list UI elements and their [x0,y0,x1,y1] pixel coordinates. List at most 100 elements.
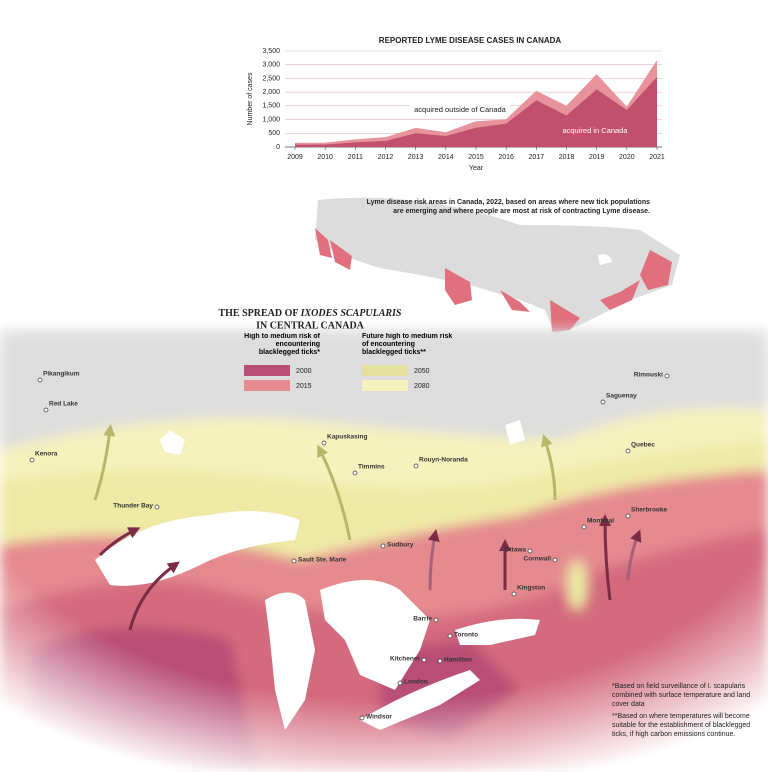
y-tick-label: 2,000 [262,89,280,96]
x-tick-label: 2014 [438,154,454,161]
city-label: Ottawa [504,547,526,554]
city-dot [511,591,517,597]
city-label: Cornwall [524,556,552,563]
x-tick-label: 2019 [589,154,605,161]
legend-label: 2050 [414,368,430,375]
city-dot [43,407,49,413]
map-caption: Lyme disease risk areas in Canada, 2022,… [366,199,650,215]
city-label: Rimouski [634,372,663,379]
x-tick-label: 2016 [498,154,514,161]
series-label: acquired outside of Canada [414,105,507,114]
x-tick-label: 2020 [619,154,635,161]
x-tick-label: 2021 [649,154,665,161]
city-dot [433,617,439,623]
x-tick-label: 2017 [529,154,545,161]
x-axis-label: Year [469,165,484,172]
legend-heading-box: High to medium risk of encountering blac… [244,333,320,356]
x-tick-label: 2013 [408,154,424,161]
y-axis-label: Number of cases [247,72,254,125]
legend-label: 2015 [296,383,312,390]
legend-heading: Future high to medium risk of encounteri… [362,333,453,356]
city-label: Sudbury [387,542,414,549]
x-tick-label: 2009 [287,154,303,161]
city-dot [397,680,403,686]
lakes [95,420,540,730]
spread-arrows [93,424,642,631]
city-label: Windsor [366,714,392,721]
y-tick-label: 1,000 [262,116,280,123]
footnote: *Based on field surveillance of I. scapu… [612,683,751,708]
legend-swatch [244,365,290,376]
city-label: Kitchener [390,656,420,663]
x-tick-label: 2010 [317,154,333,161]
city-label: Kapuskasing [327,434,367,441]
city-label: Red Lake [49,401,78,408]
legend-label: 2000 [296,368,312,375]
area-edge [294,60,658,144]
city-label: Thunder Bay [113,503,153,510]
city-dot [664,373,670,379]
canada-map [315,197,680,335]
city-dot [380,543,386,549]
city-dot [625,448,631,454]
city-dot [447,633,453,639]
chart-title: REPORTED LYME DISEASE CASES IN CANADA [379,36,562,45]
city-dot [527,548,533,554]
y-tick-label: 3,000 [262,62,280,69]
legend-heading: High to medium risk of encountering blac… [244,333,320,356]
legend: High to medium risk of encountering blac… [244,333,453,391]
legend-label: 2080 [414,383,430,390]
area-fill [295,77,657,147]
x-tick-label: 2011 [348,154,363,161]
map-title-end: IN CENTRAL CANADA [256,320,365,331]
city-dot [413,463,419,469]
city-dot [359,715,365,721]
legend-swatch [244,380,290,391]
footnote: **Based on where temperatures will becom… [612,713,751,738]
y-tick-label: 2,500 [262,75,280,82]
risk-map [0,330,768,772]
series-label: acquired in Canada [562,126,628,135]
x-tick-label: 2012 [378,154,394,161]
city-dot [552,557,558,563]
city-dot [29,457,35,463]
legend-swatch [362,365,408,376]
legend-swatch [362,380,408,391]
city-label: Hamilton [444,657,472,664]
city-label: Kenora [35,451,58,458]
city-dot [625,513,631,519]
city-label: Saguenay [606,393,637,400]
chart: REPORTED LYME DISEASE CASES IN CANADA Num… [247,36,665,172]
city-dot [581,524,587,530]
y-tick-label: 0 [276,144,280,151]
city-label: Montreal [587,518,614,525]
map-title: THE SPREAD OF IXODES SCAPULARIS [218,308,401,319]
city-label: Toronto [454,632,478,639]
city-label: Kingston [517,585,545,592]
city-dot [600,399,606,405]
y-tick-label: 500 [268,130,280,137]
city-label: Sherbrooke [631,507,668,514]
y-tick-label: 3,500 [262,48,280,55]
city-label: Barrie [413,616,432,623]
map-title-start: THE SPREAD OF [218,308,298,319]
y-tick-label: 1,500 [262,103,280,110]
map-title-italic: IXODES SCAPULARIS [300,308,402,319]
legend-heading-box: Future high to medium risk of encounteri… [362,333,453,356]
city-dot [321,440,327,446]
city-label: Sault Ste. Marie [298,557,347,564]
city-dot [437,658,443,664]
x-tick-label: 2018 [559,154,575,161]
city-label: Timmins [358,464,385,471]
city-label: Pikangikum [43,371,80,378]
x-tick-label: 2015 [468,154,484,161]
city-label: London [404,679,428,686]
city-dot [352,470,358,476]
series-label-bg [410,104,510,115]
city-dot [421,657,427,663]
city-dot [291,558,297,564]
city-dot [154,504,160,510]
city-labels: Pikangikum Red Lake Kenora Thunder Bay Sault… [29,371,670,721]
